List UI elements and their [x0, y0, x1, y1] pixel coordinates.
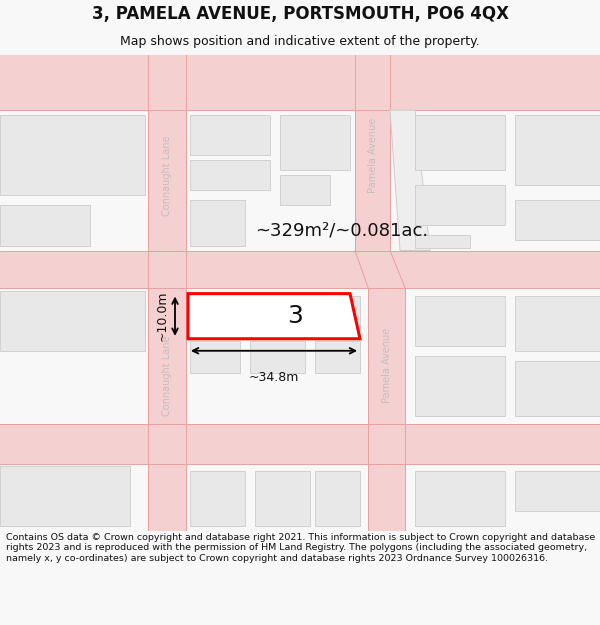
Bar — [515, 201, 600, 241]
Bar — [0, 424, 600, 464]
Text: 3, PAMELA AVENUE, PORTSMOUTH, PO6 4QX: 3, PAMELA AVENUE, PORTSMOUTH, PO6 4QX — [91, 5, 509, 22]
Bar — [190, 115, 270, 155]
Bar — [280, 115, 350, 170]
Bar — [0, 466, 130, 526]
Text: Map shows position and indicative extent of the property.: Map shows position and indicative extent… — [120, 35, 480, 48]
Bar — [315, 341, 360, 373]
Bar — [415, 471, 505, 526]
Bar — [148, 55, 186, 531]
Bar — [280, 176, 330, 206]
Bar — [190, 160, 270, 191]
Bar — [355, 55, 390, 251]
Bar — [0, 251, 600, 288]
Bar — [0, 55, 600, 110]
Bar — [368, 288, 405, 531]
Bar — [515, 471, 600, 511]
Bar — [190, 201, 245, 246]
Bar — [315, 296, 360, 331]
Text: 3: 3 — [287, 304, 303, 328]
Text: ~329m²/~0.081ac.: ~329m²/~0.081ac. — [255, 221, 428, 239]
Text: Connaught Lane: Connaught Lane — [162, 336, 172, 416]
Polygon shape — [390, 110, 430, 251]
Polygon shape — [355, 251, 405, 288]
Text: Pamela Avenue: Pamela Avenue — [367, 118, 377, 193]
Bar — [190, 341, 240, 373]
Bar — [0, 115, 145, 196]
Bar — [415, 186, 505, 226]
Bar — [415, 236, 470, 248]
Bar — [515, 296, 600, 351]
Bar — [0, 206, 90, 246]
Bar — [195, 299, 250, 332]
Bar — [515, 361, 600, 416]
Polygon shape — [188, 294, 360, 339]
Bar — [190, 296, 240, 331]
Bar — [515, 115, 600, 186]
Bar — [250, 296, 305, 331]
Bar — [415, 296, 505, 346]
Bar — [255, 471, 310, 526]
Bar — [190, 471, 245, 526]
Text: Pamela Avenue: Pamela Avenue — [382, 328, 392, 404]
Bar — [250, 341, 305, 373]
Bar — [0, 291, 145, 351]
Text: Connaught Lane: Connaught Lane — [162, 135, 172, 216]
Bar — [315, 471, 360, 526]
Text: ~34.8m: ~34.8m — [249, 371, 299, 384]
Bar — [415, 356, 505, 416]
Bar — [415, 115, 505, 170]
Text: Contains OS data © Crown copyright and database right 2021. This information is : Contains OS data © Crown copyright and d… — [6, 533, 595, 563]
Text: ~10.0m: ~10.0m — [155, 291, 169, 341]
